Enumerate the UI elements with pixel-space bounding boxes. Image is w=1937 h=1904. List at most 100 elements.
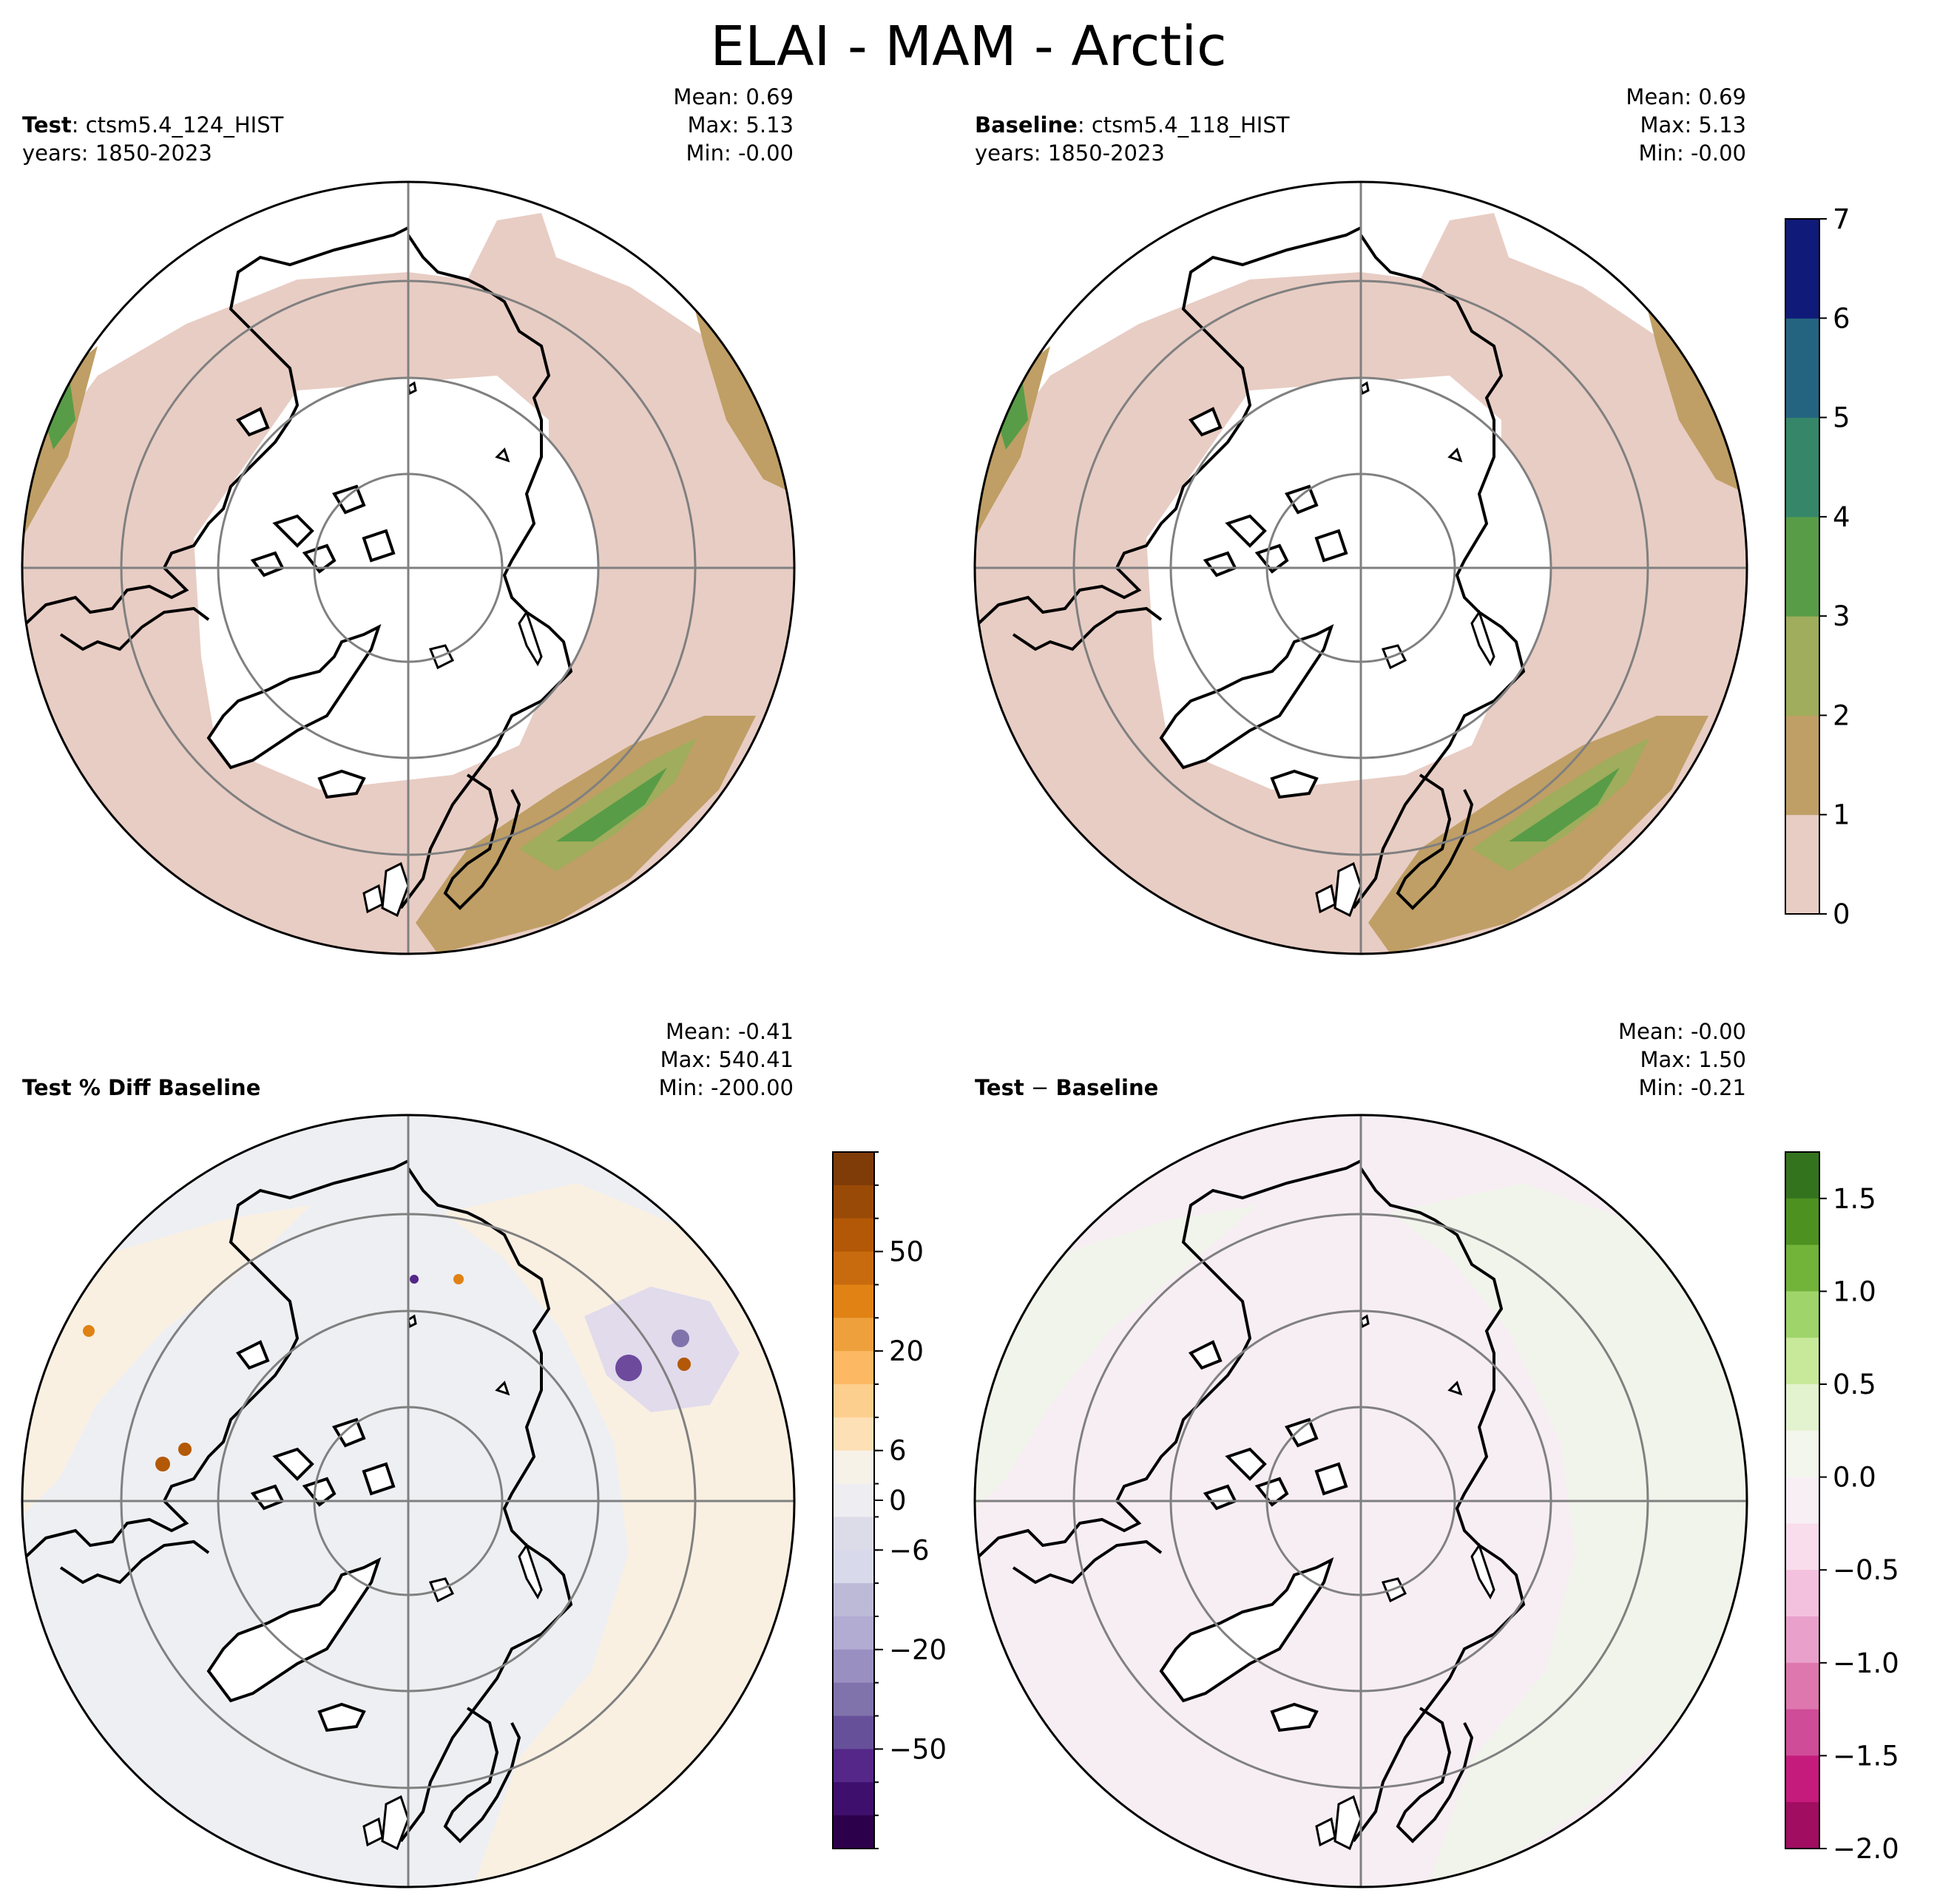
diff-map-boundary <box>973 1114 1748 1888</box>
diff-colorbar-swatch <box>1785 1152 1819 1199</box>
diff-colorbar-swatch <box>1785 1709 1819 1756</box>
pctdiff-colorbar-tick-label: −50 <box>889 1733 947 1765</box>
diff-colorbar-tick-label: −0.5 <box>1833 1554 1899 1586</box>
elai-colorbar-tick-label: 6 <box>1833 302 1850 334</box>
test-label-bold: Test <box>22 112 72 138</box>
diff-colorbar-swatch <box>1785 1802 1819 1849</box>
pctdiff-colorbar-swatch <box>833 1284 874 1318</box>
diff-colorbar-swatch <box>1785 1244 1819 1292</box>
pctdiff-colorbar-tick-label: 0 <box>889 1485 907 1517</box>
elai-colorbar-tick-label: 3 <box>1833 600 1850 632</box>
pctdiff-colorbar-swatch <box>833 1417 874 1451</box>
elai-colorbar-swatch <box>1785 318 1819 419</box>
elai-colorbar-tick-label: 0 <box>1833 898 1850 930</box>
pctdiff-colorbar: 50 20 6 0 −6 −20 −50 <box>832 1151 947 1849</box>
test-label: Test: ctsm5.4_124_HIST <box>22 111 283 139</box>
pctdiff-colorbar-swatch <box>833 1384 874 1418</box>
elai-colorbar-swatch <box>1785 417 1819 518</box>
test-mean: Mean: 0.69 <box>673 84 794 109</box>
pctdiff-colorbar-swatch <box>833 1185 874 1219</box>
pctdiff-colorbar-tick-label: 50 <box>889 1236 924 1268</box>
baseline-years: years: 1850-2023 <box>975 140 1165 166</box>
elai-colorbar-swatch <box>1785 516 1819 617</box>
elai-colorbar-swatch <box>1785 715 1819 816</box>
diff-map <box>973 1114 1748 1888</box>
pctdiff-colorbar-swatch <box>833 1218 874 1253</box>
figure-title: ELAI - MAM - Arctic <box>710 15 1227 78</box>
baseline-label-sep: : <box>1077 112 1092 138</box>
baseline-map <box>973 180 1748 955</box>
diff-mean: Mean: -0.00 <box>1617 1019 1746 1044</box>
test-map-boundary <box>21 180 796 955</box>
pctdiff-colorbar-swatch <box>833 1483 874 1517</box>
pctdiff-colorbar-swatch <box>833 1351 874 1385</box>
pctdiff-stats: Mean: -0.41 Max: 540.41 Min: -200.00 <box>659 1017 794 1102</box>
pctdiff-colorbar-swatch <box>833 1616 874 1650</box>
baseline-mean: Mean: 0.69 <box>1626 84 1746 109</box>
baseline-case-name: ctsm5.4_118_HIST <box>1091 112 1290 138</box>
elai-colorbar-swatch <box>1785 219 1819 319</box>
pctdiff-colorbar-swatch <box>833 1318 874 1352</box>
elai-colorbar: 0 1 2 3 4 5 6 7 <box>1785 203 1850 930</box>
diff-colorbar-tick-label: 1.5 <box>1833 1183 1876 1215</box>
pctdiff-colorbar-swatch <box>833 1715 874 1749</box>
baseline-label-bold: Baseline <box>975 112 1078 138</box>
diff-colorbar-swatch <box>1785 1430 1819 1478</box>
diff-colorbar-tick-label: 0.5 <box>1833 1369 1876 1400</box>
pctdiff-min: Min: -200.00 <box>658 1075 794 1100</box>
pctdiff-colorbar-swatch <box>833 1583 874 1617</box>
diff-colorbar-swatch <box>1785 1755 1819 1803</box>
elai-colorbar-tick-label: 4 <box>1833 501 1850 533</box>
diff-colorbar-tick-label: 1.0 <box>1833 1275 1876 1307</box>
diff-colorbar-swatch <box>1785 1338 1819 1385</box>
pctdiff-colorbar-swatch <box>833 1682 874 1717</box>
pctdiff-colorbar-swatch <box>833 1450 874 1485</box>
elai-colorbar-tick-label: 1 <box>1833 799 1850 831</box>
elai-colorbar-tick-label: 7 <box>1833 203 1850 235</box>
diff-colorbar-tick-label: −1.0 <box>1833 1647 1899 1679</box>
baseline-stats: Mean: 0.69 Max: 5.13 Min: -0.00 <box>1626 83 1746 167</box>
test-case-name: ctsm5.4_124_HIST <box>85 112 284 138</box>
pctdiff-colorbar-swatch <box>833 1749 874 1783</box>
diff-colorbar-tick-label: −2.0 <box>1833 1833 1899 1865</box>
pctdiff-colorbar-swatch <box>833 1815 874 1849</box>
elai-colorbar-swatch <box>1785 814 1819 915</box>
test-years: years: 1850-2023 <box>22 140 212 166</box>
pctdiff-colorbar-tick-label: 6 <box>889 1435 907 1467</box>
baseline-map-boundary <box>973 180 1748 955</box>
diff-label-sep: − <box>1024 1075 1056 1100</box>
pctdiff-map <box>21 1114 796 1888</box>
pctdiff-max: Max: 540.41 <box>660 1047 794 1072</box>
pctdiff-colorbar-tick-label: −20 <box>889 1634 947 1666</box>
diff-label: Test − Baseline <box>975 1074 1158 1102</box>
test-label-sep: : <box>71 112 86 138</box>
diff-colorbar: 1.5 1.0 0.5 0.0 −0.5 −1.0 −1.5 −2.0 <box>1785 1151 1899 1865</box>
diff-colorbar-swatch <box>1785 1291 1819 1338</box>
test-max: Max: 5.13 <box>687 112 794 138</box>
pctdiff-colorbar-swatch <box>833 1649 874 1684</box>
diff-colorbar-tick-label: 0.0 <box>1833 1462 1876 1494</box>
diff-label-bold: Test <box>975 1075 1024 1100</box>
pctdiff-colorbar-tick-label: −6 <box>889 1534 930 1566</box>
diff-colorbar-swatch <box>1785 1616 1819 1664</box>
elai-colorbar-swatch <box>1785 616 1819 716</box>
pctdiff-colorbar-swatch <box>833 1152 874 1186</box>
diff-max: Max: 1.50 <box>1640 1047 1746 1072</box>
baseline-min: Min: -0.00 <box>1638 140 1746 166</box>
pctdiff-mean: Mean: -0.41 <box>665 1019 794 1044</box>
elai-colorbar-tick-label: 5 <box>1833 402 1850 434</box>
elai-colorbar-tick-label: 2 <box>1833 699 1850 731</box>
test-stats: Mean: 0.69 Max: 5.13 Min: -0.00 <box>673 83 794 167</box>
diff-min: Min: -0.21 <box>1638 1075 1746 1100</box>
pctdiff-colorbar-swatch <box>833 1782 874 1816</box>
pctdiff-colorbar-swatch <box>833 1517 874 1551</box>
pctdiff-map-boundary <box>21 1114 796 1888</box>
pctdiff-colorbar-tick-label: 20 <box>889 1335 924 1367</box>
diff-colorbar-swatch <box>1785 1662 1819 1710</box>
elai-colorbar-frame <box>1785 218 1820 915</box>
diff-stats: Mean: -0.00 Max: 1.50 Min: -0.21 <box>1618 1017 1746 1102</box>
baseline-max: Max: 5.13 <box>1640 112 1746 138</box>
diff-colorbar-tick-label: −1.5 <box>1833 1740 1899 1772</box>
diff-colorbar-swatch <box>1785 1198 1819 1246</box>
diff-colorbar-swatch <box>1785 1570 1819 1617</box>
